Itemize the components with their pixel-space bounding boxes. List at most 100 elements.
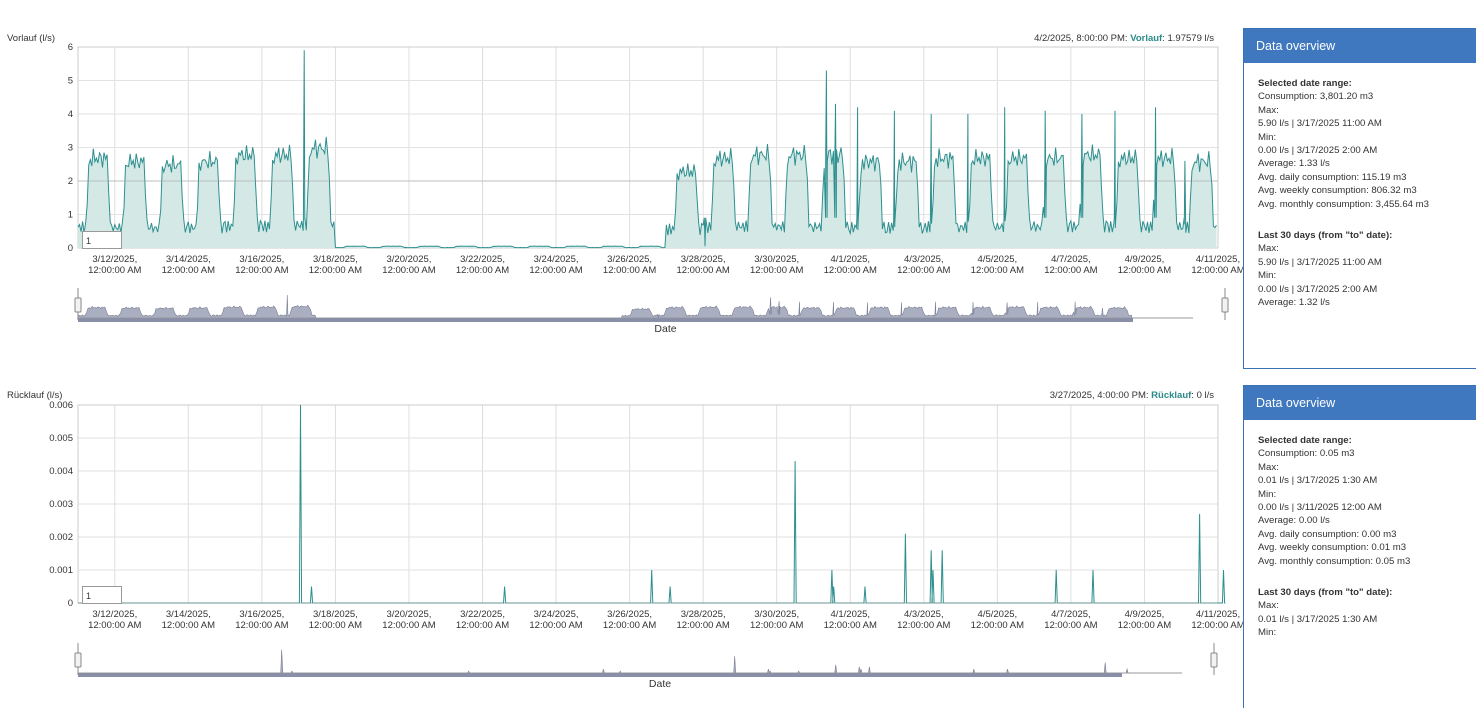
x-tick-time: 12:00:00 AM [1191, 620, 1244, 631]
x-tick-time: 12:00:00 AM [750, 620, 803, 631]
x-tick-time: 12:00:00 AM [1191, 265, 1244, 276]
last30-min-label: Min: [1258, 270, 1277, 282]
y-axis-title: Rücklauf (l/s) [7, 390, 63, 401]
panel-body: Selected date range: Consumption: 0.05 m… [1244, 420, 1476, 640]
navigator-handle-left [74, 652, 82, 668]
hover-time: 4/2/2025, 8:00:00 PM: [1034, 33, 1131, 44]
x-tick-date: 3/22/2025, [460, 609, 505, 620]
y-tick-label: 3 [68, 143, 73, 154]
y-tick-label: 0.001 [49, 565, 73, 576]
y-tick-label: 6 [68, 42, 73, 53]
y-tick-label: 1 [68, 210, 73, 221]
x-tick-date: 3/30/2025, [754, 254, 799, 265]
x-tick-time: 12:00:00 AM [382, 265, 435, 276]
hover-value: : 1.97579 l/s [1162, 33, 1214, 44]
x-tick-date: 3/26/2025, [607, 254, 652, 265]
x-tick-time: 12:00:00 AM [162, 620, 215, 631]
x-tick-date: 4/5/2025, [978, 254, 1018, 265]
data-overview-panel: Data overview Selected date range: Consu… [1243, 385, 1476, 708]
x-tick-date: 3/12/2025, [92, 254, 137, 265]
x-tick-date: 3/16/2025, [239, 609, 284, 620]
x-tick-date: 3/20/2025, [387, 609, 432, 620]
panel-header: Data overview [1244, 29, 1476, 63]
y-tick-label: 0.003 [49, 499, 73, 510]
x-tick-time: 12:00:00 AM [897, 265, 950, 276]
x-tick-date: 4/1/2025, [830, 254, 870, 265]
x-tick-time: 12:00:00 AM [309, 265, 362, 276]
x-tick-date: 3/18/2025, [313, 609, 358, 620]
x-tick-time: 12:00:00 AM [1118, 620, 1171, 631]
x-tick-time: 12:00:00 AM [309, 620, 362, 631]
x-tick-time: 12:00:00 AM [456, 620, 509, 631]
max-value: 0.01 l/s | 3/17/2025 1:30 AM [1258, 475, 1378, 487]
ruecklauf-chart[interactable]: 0 0.001 0.002 0.003 0.004 0.005 0.006 3/12/2025… [0, 355, 1245, 708]
x-tick-time: 12:00:00 AM [235, 620, 288, 631]
range-input[interactable]: 1 [82, 586, 122, 604]
x-tick-labels: 3/12/2025,12:00:00 AM3/14/2025,12:00:00 … [88, 609, 1245, 631]
panel-header: Data overview [1244, 386, 1476, 420]
x-tick-time: 12:00:00 AM [382, 620, 435, 631]
consumption: Consumption: 3,801.20 m3 [1258, 91, 1374, 103]
y-tick-label: 0.002 [49, 532, 73, 543]
min-label: Min: [1258, 488, 1277, 500]
navigator-series [78, 649, 1129, 674]
x-axis-title: Date [649, 678, 671, 690]
x-tick-date: 3/14/2025, [166, 609, 211, 620]
hover-readout: 3/27/2025, 4:00:00 PM: Rücklauf: 0 l/s [1050, 390, 1214, 401]
navigator-handle-left [74, 297, 82, 313]
last30-max-label: Max: [1258, 243, 1279, 255]
x-tick-date: 4/3/2025, [904, 609, 944, 620]
hover-series: Vorlauf [1130, 33, 1163, 44]
x-tick-time: 12:00:00 AM [971, 265, 1024, 276]
x-tick-time: 12:00:00 AM [603, 265, 656, 276]
hover-value: : 0 l/s [1191, 390, 1214, 401]
x-tick-date: 4/11/2025, [1196, 254, 1240, 265]
last30-average: Average: 1.32 l/s [1258, 297, 1330, 309]
y-tick-label: 2 [68, 176, 73, 187]
x-tick-date: 3/12/2025, [92, 609, 137, 620]
x-tick-time: 12:00:00 AM [529, 265, 582, 276]
last30-max-value: 0.01 l/s | 3/17/2025 1:30 AM [1258, 613, 1378, 625]
hover-readout: 4/2/2025, 8:00:00 PM: Vorlauf: 1.97579 l… [1034, 33, 1214, 44]
x-tick-time: 12:00:00 AM [162, 265, 215, 276]
y-tick-label: 0 [68, 598, 73, 609]
min-value: 0.00 l/s | 3/11/2025 12:00 AM [1258, 502, 1382, 514]
x-tick-time: 12:00:00 AM [88, 265, 141, 276]
series-area [78, 50, 1217, 248]
max-label: Max: [1258, 461, 1279, 473]
x-tick-time: 12:00:00 AM [1118, 265, 1171, 276]
navigator-handle-right [1221, 297, 1229, 313]
panel-body: Selected date range: Consumption: 3,801.… [1244, 63, 1476, 310]
x-tick-date: 4/7/2025, [1051, 254, 1091, 265]
x-tick-date: 3/14/2025, [166, 254, 211, 265]
y-tick-label: 5 [68, 76, 73, 87]
hover-time: 3/27/2025, 4:00:00 PM: [1049, 390, 1152, 401]
x-tick-date: 3/30/2025, [754, 609, 799, 620]
x-tick-date: 4/1/2025, [830, 609, 870, 620]
data-overview-panel: Data overview Selected date range: Consu… [1243, 28, 1476, 369]
x-tick-time: 12:00:00 AM [456, 265, 509, 276]
avg-weekly: Avg. weekly consumption: 0.01 m3 [1258, 542, 1407, 554]
x-tick-time: 12:00:00 AM [971, 620, 1024, 631]
avg-weekly: Avg. weekly consumption: 806.32 m3 [1258, 185, 1417, 197]
min-value: 0.00 l/s | 3/17/2025 2:00 AM [1258, 145, 1378, 157]
x-tick-date: 3/26/2025, [607, 609, 652, 620]
x-tick-time: 12:00:00 AM [824, 620, 877, 631]
y-tick-label: 4 [68, 109, 73, 120]
range-input[interactable]: 1 [82, 231, 122, 249]
x-tick-date: 3/28/2025, [681, 254, 726, 265]
min-label: Min: [1258, 131, 1277, 143]
max-label: Max: [1258, 104, 1279, 116]
navigator-scrollbar [78, 673, 1122, 677]
last30-title: Last 30 days (from "to" date): [1258, 230, 1393, 242]
last30-min-label: Min: [1258, 627, 1277, 639]
x-tick-time: 12:00:00 AM [750, 265, 803, 276]
x-tick-date: 4/3/2025, [904, 254, 944, 265]
x-axis-title: Date [654, 323, 676, 335]
x-tick-date: 3/22/2025, [460, 254, 505, 265]
x-tick-time: 12:00:00 AM [676, 265, 729, 276]
x-tick-date: 3/24/2025, [534, 609, 579, 620]
x-tick-date: 3/28/2025, [681, 609, 726, 620]
last30-min-value: 0.00 l/s | 3/17/2025 2:00 AM [1258, 283, 1378, 295]
